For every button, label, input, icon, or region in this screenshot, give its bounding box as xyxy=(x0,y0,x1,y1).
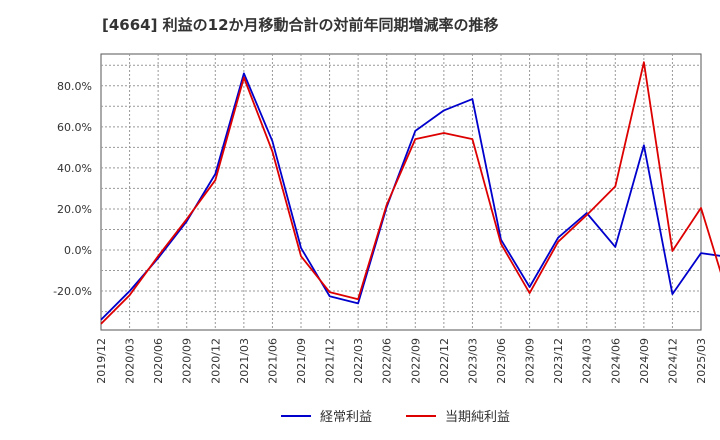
y-gridlines xyxy=(101,64,701,313)
y-tick-label: 40.0% xyxy=(57,162,92,175)
x-tick-label: 2021/09 xyxy=(295,338,308,384)
y-axis-labels: -20.0% 0.0% 20.0% 40.0% 60.0% 80.0% xyxy=(53,80,92,298)
series-line xyxy=(100,72,720,321)
legend: 経常利益 当期純利益 xyxy=(281,410,510,425)
legend-label: 経常利益 xyxy=(320,410,372,425)
x-tick-label: 2024/12 xyxy=(666,338,679,384)
x-tick-label: 2022/09 xyxy=(409,338,422,384)
x-tick-label: 2021/03 xyxy=(238,338,251,384)
x-tick-label: 2023/09 xyxy=(524,338,537,384)
x-tick-label: 2020/09 xyxy=(181,338,194,384)
x-tick-label: 2025/03 xyxy=(695,338,708,384)
x-tick-label: 2021/12 xyxy=(324,338,337,384)
plot-area xyxy=(100,53,702,331)
x-axis-labels: 2019/12 2020/03 2020/06 2020/09 2020/12 2021/… xyxy=(95,338,708,384)
x-tick-label: 2023/03 xyxy=(466,338,479,384)
x-tick-label: 2024/03 xyxy=(581,338,594,384)
x-tick-label: 2022/03 xyxy=(352,338,365,384)
x-tick-label: 2023/12 xyxy=(552,338,565,384)
x-tick-label: 2019/12 xyxy=(95,338,108,384)
y-tick-label: -20.0% xyxy=(53,285,92,298)
y-tick-label: 60.0% xyxy=(57,121,92,134)
series-line xyxy=(100,61,720,325)
y-tick-label: 20.0% xyxy=(57,203,92,216)
y-tick-label: 0.0% xyxy=(64,244,92,257)
legend-label: 当期純利益 xyxy=(445,410,510,425)
x-tick-label: 2020/12 xyxy=(209,338,222,384)
x-tick-label: 2022/06 xyxy=(381,338,394,384)
series-lines xyxy=(100,61,720,325)
x-tick-label: 2021/06 xyxy=(266,338,279,384)
x-tick-label: 2024/06 xyxy=(609,338,622,384)
x-tick-label: 2020/03 xyxy=(124,338,137,384)
chart-title: [4664] 利益の12か月移動合計の対前年同期増減率の推移 xyxy=(102,16,499,34)
x-tick-label: 2022/12 xyxy=(438,338,451,384)
x-tick-label: 2024/09 xyxy=(638,338,651,384)
x-tick-label: 2020/06 xyxy=(152,338,165,384)
x-tick-label: 2023/06 xyxy=(495,338,508,384)
y-tick-label: 80.0% xyxy=(57,80,92,93)
